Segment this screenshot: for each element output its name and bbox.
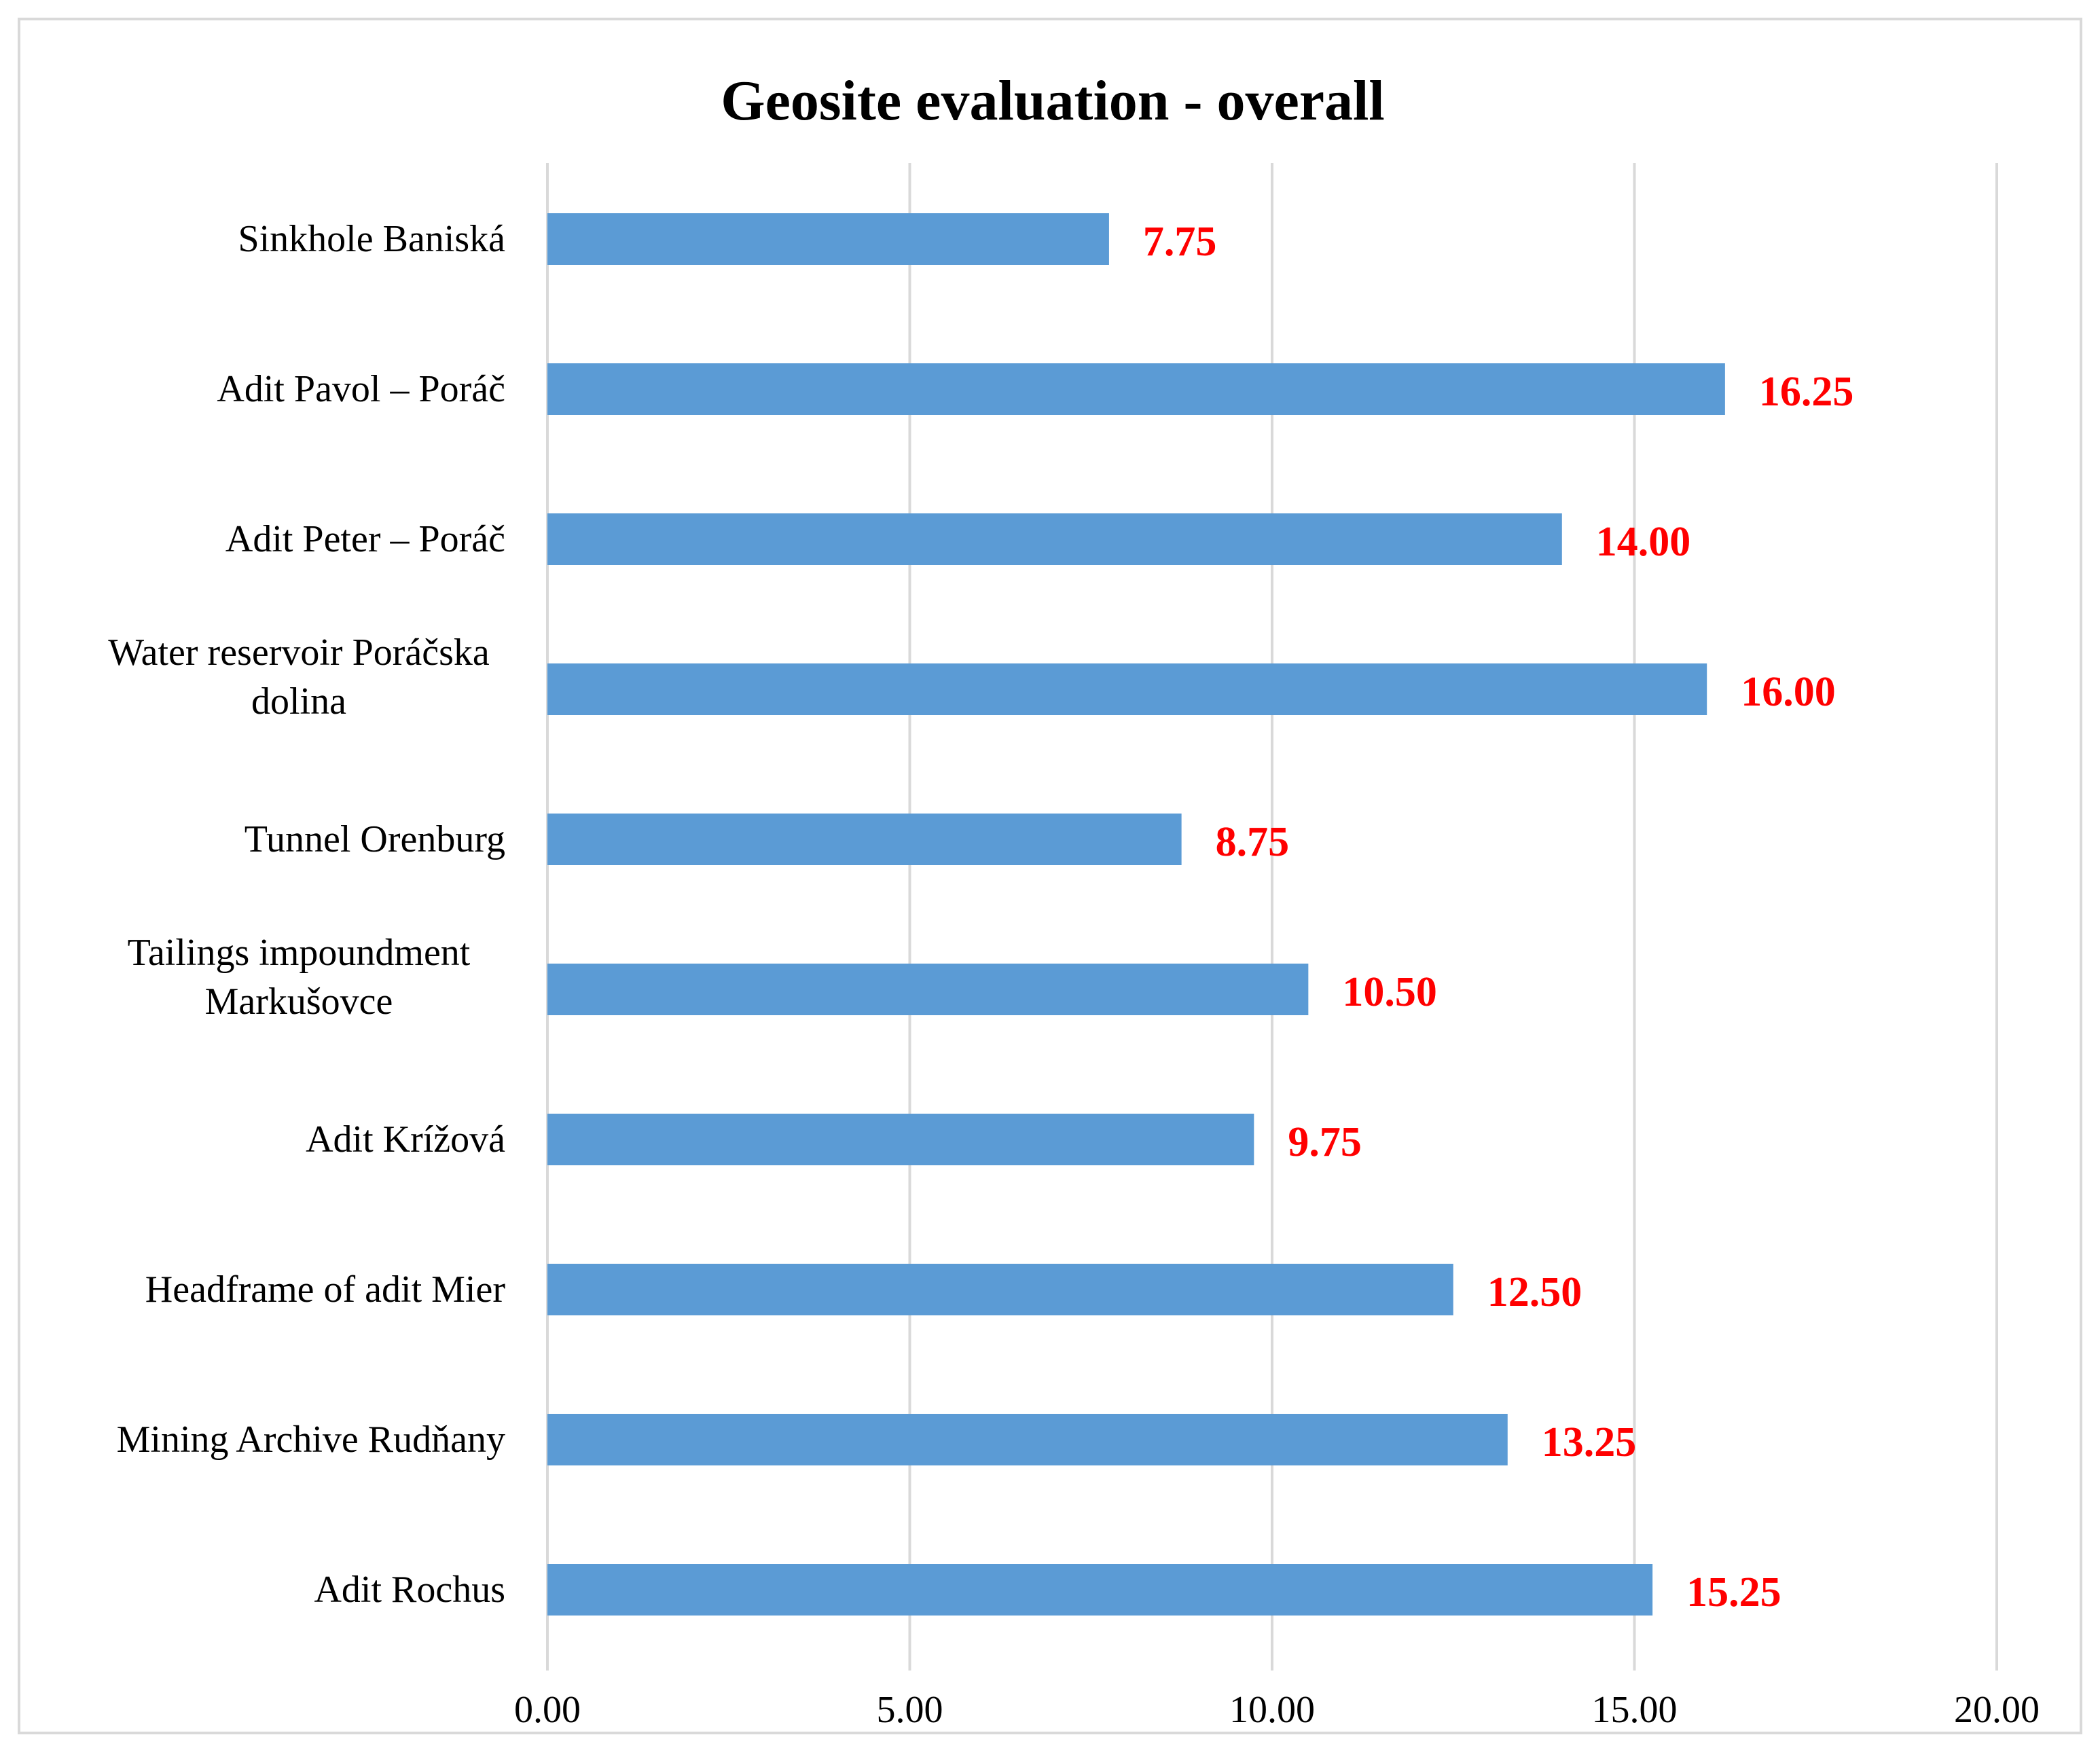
category-label: Adit Pavol – Poráč — [217, 368, 505, 410]
data-label: 12.50 — [1487, 1269, 1582, 1315]
category-label: Tailings impoundment Markušovce — [128, 932, 471, 1023]
data-label: 10.50 — [1342, 969, 1437, 1015]
category-label-line: Headframe of adit Mier — [145, 1269, 506, 1311]
bar — [547, 964, 1309, 1015]
category-label: Sinkhole Baniská — [238, 218, 505, 260]
data-label: 16.00 — [1741, 669, 1836, 715]
bar — [547, 1114, 1254, 1165]
category-label-line: Adit Krížová — [306, 1118, 505, 1161]
x-tick-label: 0.00 — [514, 1689, 581, 1731]
bar — [547, 814, 1182, 865]
category-label-line: Sinkhole Baniská — [238, 218, 505, 260]
category-label-line: Adit Rochus — [314, 1569, 505, 1611]
bar — [547, 513, 1562, 565]
category-label-line: Adit Pavol – Poráč — [217, 368, 505, 410]
category-label-line: Tunnel Orenburg — [245, 818, 505, 860]
category-label: Mining Archive Rudňany — [117, 1419, 505, 1461]
category-label-line: dolina — [251, 680, 346, 723]
x-axis-tick-labels: 0.00 5.00 10.00 15.00 20.00 — [514, 1689, 2040, 1731]
category-label: Adit Rochus — [314, 1569, 505, 1611]
bar — [547, 1264, 1453, 1315]
category-label: Tunnel Orenburg — [245, 818, 505, 860]
chart-frame: Geosite evaluation - overall Sinkhole Ba… — [18, 18, 2082, 1734]
category-label-line: Markušovce — [205, 981, 393, 1023]
data-label: 9.75 — [1288, 1119, 1362, 1165]
data-label: 8.75 — [1216, 819, 1290, 865]
data-label: 14.00 — [1596, 519, 1691, 565]
data-label: 7.75 — [1143, 219, 1217, 265]
bar — [547, 1564, 1653, 1616]
x-tick-label: 10.00 — [1229, 1689, 1315, 1731]
x-tick-label: 20.00 — [1954, 1689, 2040, 1731]
x-tick-label: 5.00 — [877, 1689, 943, 1731]
bar — [547, 663, 1707, 715]
category-label: Adit Krížová — [306, 1118, 505, 1161]
category-label: Adit Peter – Poráč — [225, 518, 505, 560]
data-label: 13.25 — [1542, 1419, 1637, 1465]
bar-chart: Geosite evaluation - overall Sinkhole Ba… — [108, 69, 2040, 1731]
category-label: Headframe of adit Mier — [145, 1269, 506, 1311]
data-label: 16.25 — [1759, 369, 1854, 415]
bar — [547, 363, 1725, 415]
category-label: Water reservoir Poráčska dolina — [108, 632, 490, 723]
category-labels: Sinkhole Baniská Adit Pavol – Poráč Adit P… — [108, 218, 505, 1611]
category-label-line: Tailings impoundment — [128, 932, 471, 974]
x-tick-label: 15.00 — [1592, 1689, 1678, 1731]
data-label: 15.25 — [1686, 1569, 1781, 1616]
category-label-line: Mining Archive Rudňany — [117, 1419, 505, 1461]
chart-title: Geosite evaluation - overall — [721, 69, 1384, 132]
category-label-line: Water reservoir Poráčska — [108, 632, 490, 674]
category-label-line: Adit Peter – Poráč — [225, 518, 505, 560]
bar — [547, 213, 1109, 265]
bar — [547, 1414, 1508, 1465]
value-labels: 7.75 16.25 14.00 16.00 8.75 10.50 9.75 12.50 13.… — [1143, 219, 1853, 1616]
bars — [547, 213, 1725, 1616]
